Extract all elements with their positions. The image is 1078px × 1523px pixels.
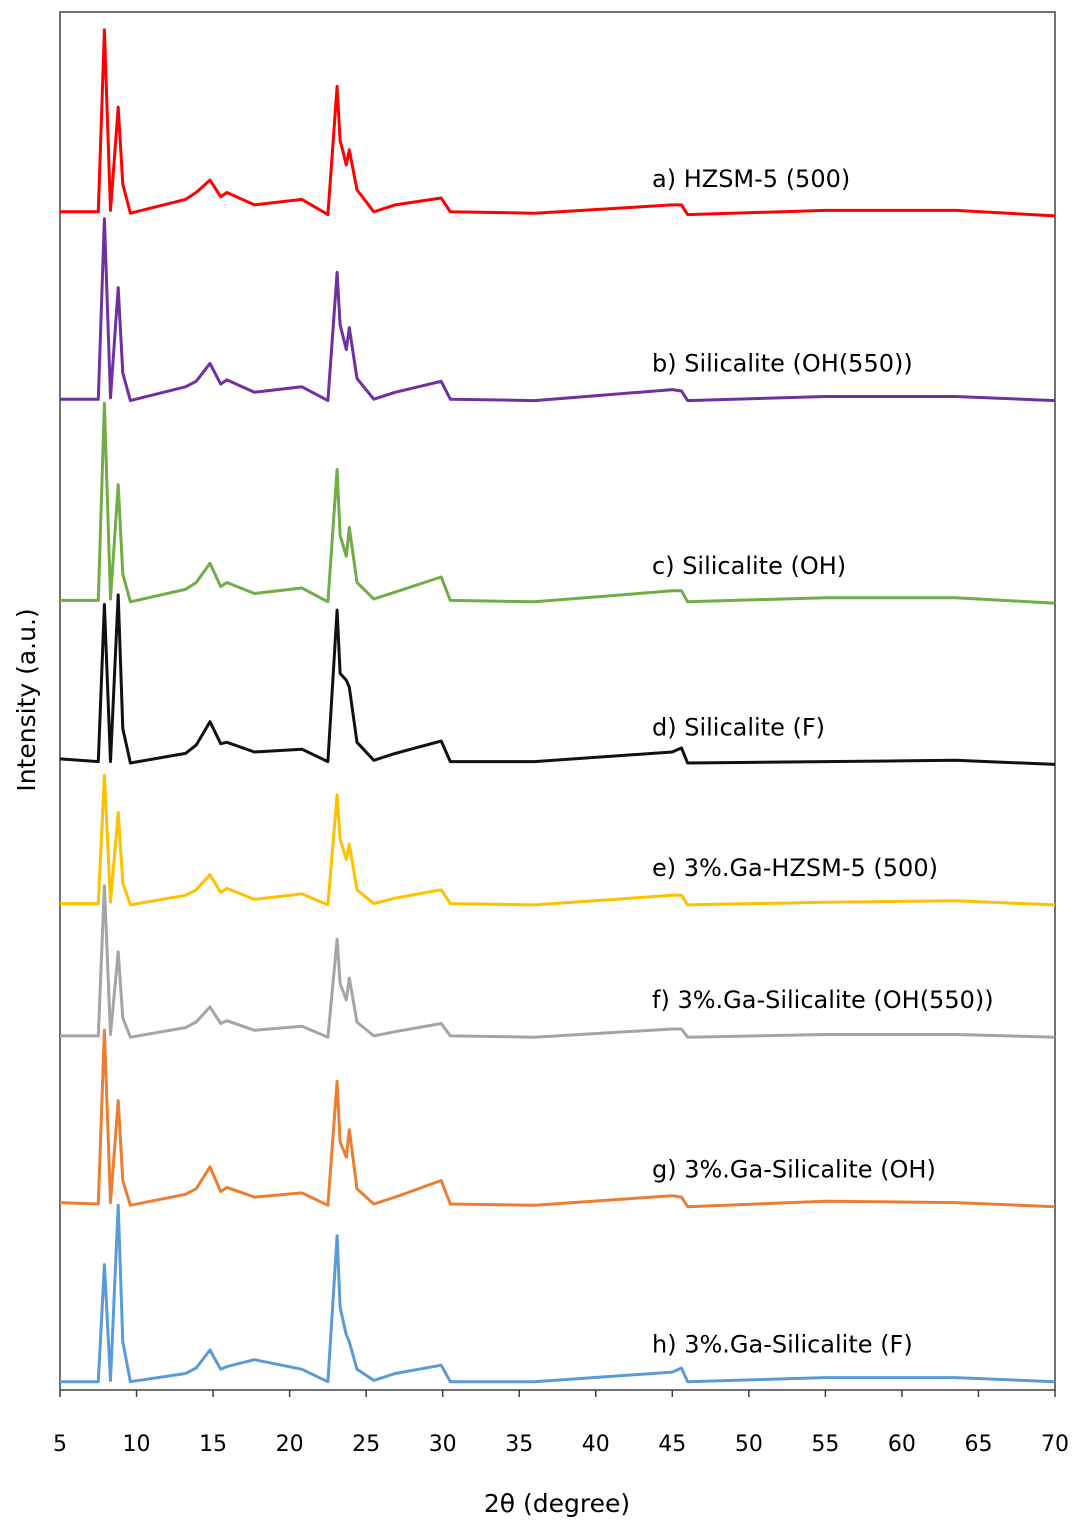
series-label: g) 3%.Ga-Silicalite (OH) xyxy=(652,1156,936,1184)
series-label: f) 3%.Ga-Silicalite (OH(550)) xyxy=(652,986,994,1014)
x-tick-label: 70 xyxy=(1041,1432,1069,1457)
x-tick-label: 15 xyxy=(199,1432,227,1457)
x-axis-title: 2θ (degree) xyxy=(484,1489,630,1518)
series-line xyxy=(60,595,1055,765)
x-tick-label: 60 xyxy=(888,1432,916,1457)
series-line xyxy=(60,403,1055,603)
series-line xyxy=(60,30,1055,216)
series-label: c) Silicalite (OH) xyxy=(652,552,846,580)
chart: 2θ (degree) Intensity (a.u.) 5 10 15 20 25 30… xyxy=(0,0,1078,1523)
x-tick-label: 40 xyxy=(582,1432,610,1457)
series-label: h) 3%.Ga-Silicalite (F) xyxy=(652,1331,913,1359)
x-tick-label: 55 xyxy=(811,1432,839,1457)
x-tick-label: 5 xyxy=(53,1432,67,1457)
x-tick-label: 50 xyxy=(735,1432,763,1457)
y-axis-title: Intensity (a.u.) xyxy=(12,608,41,791)
series-label: d) Silicalite (F) xyxy=(652,713,825,741)
x-tick-label: 20 xyxy=(276,1432,304,1457)
x-tick-label: 65 xyxy=(964,1432,992,1457)
x-tick-label: 10 xyxy=(123,1432,151,1457)
x-tick-label: 35 xyxy=(505,1432,533,1457)
x-tick-label: 30 xyxy=(429,1432,457,1457)
series-line xyxy=(60,775,1055,905)
series-label: a) HZSM-5 (500) xyxy=(652,165,850,193)
x-tick-label: 45 xyxy=(658,1432,686,1457)
series-line xyxy=(60,886,1055,1037)
series-label: e) 3%.Ga-HZSM-5 (500) xyxy=(652,854,938,882)
x-tick-label: 25 xyxy=(352,1432,380,1457)
series-label: b) Silicalite (OH(550)) xyxy=(652,350,913,378)
